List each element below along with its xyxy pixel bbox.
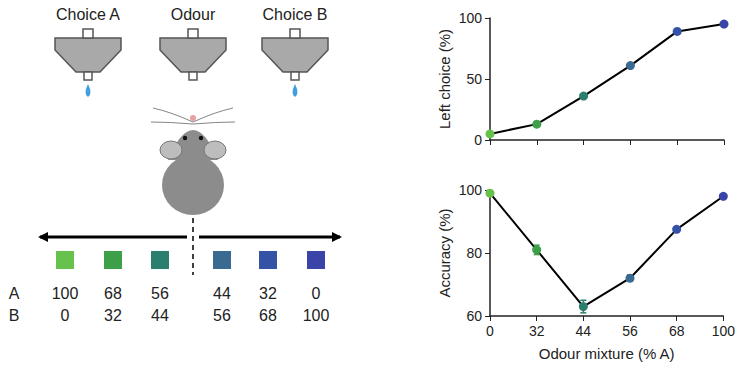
svg-text:80: 80 [466, 245, 482, 261]
svg-text:100: 100 [459, 182, 483, 198]
svg-text:Choice A: Choice A [56, 6, 120, 23]
svg-text:0: 0 [61, 307, 70, 324]
svg-text:A: A [9, 285, 20, 302]
svg-text:68: 68 [669, 323, 685, 339]
svg-text:60: 60 [466, 308, 482, 324]
svg-text:56: 56 [622, 323, 638, 339]
svg-text:32: 32 [259, 285, 277, 302]
svg-text:50: 50 [466, 71, 482, 87]
svg-text:68: 68 [104, 285, 122, 302]
svg-text:Odour mixture (% A): Odour mixture (% A) [539, 345, 675, 362]
svg-text:0: 0 [312, 285, 321, 302]
svg-text:Choice B: Choice B [263, 6, 328, 23]
svg-text:Left choice (%): Left choice (%) [436, 29, 453, 129]
svg-text:0: 0 [486, 323, 494, 339]
svg-text:44: 44 [213, 285, 231, 302]
svg-text:0: 0 [474, 132, 482, 148]
svg-text:B: B [9, 307, 20, 324]
svg-text:100: 100 [459, 10, 483, 26]
svg-text:44: 44 [576, 323, 592, 339]
svg-text:44: 44 [151, 307, 169, 324]
svg-text:56: 56 [151, 285, 169, 302]
svg-text:100: 100 [712, 323, 736, 339]
svg-text:100: 100 [303, 307, 330, 324]
svg-text:32: 32 [104, 307, 122, 324]
svg-text:100: 100 [52, 285, 79, 302]
svg-text:Odour: Odour [171, 6, 216, 23]
svg-text:68: 68 [259, 307, 277, 324]
svg-text:32: 32 [529, 323, 545, 339]
svg-text:Accuracy (%): Accuracy (%) [436, 208, 453, 297]
svg-text:56: 56 [213, 307, 231, 324]
